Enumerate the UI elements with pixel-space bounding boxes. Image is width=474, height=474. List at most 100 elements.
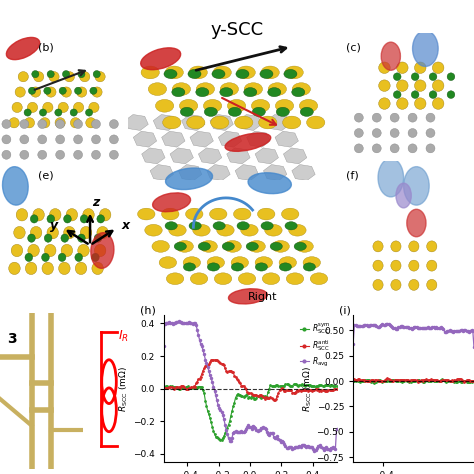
Text: Right: Right bbox=[248, 292, 278, 302]
Circle shape bbox=[47, 71, 54, 78]
Circle shape bbox=[224, 240, 241, 252]
Circle shape bbox=[152, 240, 169, 252]
Circle shape bbox=[261, 66, 279, 79]
Text: (e): (e) bbox=[38, 171, 54, 181]
Circle shape bbox=[63, 71, 70, 78]
Circle shape bbox=[241, 224, 258, 236]
Circle shape bbox=[310, 273, 328, 284]
Ellipse shape bbox=[153, 193, 191, 212]
Circle shape bbox=[183, 263, 196, 271]
Circle shape bbox=[33, 209, 45, 221]
Circle shape bbox=[70, 109, 77, 116]
Circle shape bbox=[203, 100, 222, 112]
Circle shape bbox=[27, 234, 36, 242]
Text: $I_R$: $I_R$ bbox=[118, 329, 129, 344]
Circle shape bbox=[393, 91, 401, 99]
Circle shape bbox=[80, 72, 90, 82]
Circle shape bbox=[165, 222, 177, 230]
Circle shape bbox=[145, 224, 162, 236]
Circle shape bbox=[210, 208, 227, 220]
Circle shape bbox=[427, 260, 437, 271]
Circle shape bbox=[28, 244, 39, 257]
Circle shape bbox=[372, 113, 381, 122]
Circle shape bbox=[283, 116, 301, 129]
Circle shape bbox=[408, 128, 417, 137]
Circle shape bbox=[78, 234, 85, 242]
Circle shape bbox=[207, 257, 225, 268]
Circle shape bbox=[55, 119, 64, 128]
Circle shape bbox=[183, 257, 201, 268]
Ellipse shape bbox=[407, 210, 426, 237]
Y-axis label: $R_{\mathrm{SCC}}$ (m$\Omega$): $R_{\mathrm{SCC}}$ (m$\Omega$) bbox=[301, 365, 314, 412]
Circle shape bbox=[355, 128, 363, 137]
Circle shape bbox=[210, 116, 229, 129]
Circle shape bbox=[372, 144, 381, 153]
Circle shape bbox=[86, 118, 96, 128]
Circle shape bbox=[390, 113, 399, 122]
Circle shape bbox=[78, 244, 89, 257]
Circle shape bbox=[236, 69, 249, 79]
Circle shape bbox=[276, 107, 289, 117]
Circle shape bbox=[91, 150, 100, 159]
Circle shape bbox=[300, 107, 313, 117]
Circle shape bbox=[260, 69, 273, 79]
Circle shape bbox=[174, 242, 186, 250]
Circle shape bbox=[16, 209, 27, 221]
Circle shape bbox=[432, 62, 444, 73]
Circle shape bbox=[426, 144, 435, 153]
Circle shape bbox=[191, 273, 208, 284]
Circle shape bbox=[246, 242, 258, 250]
Circle shape bbox=[391, 241, 401, 252]
Circle shape bbox=[91, 135, 100, 144]
Circle shape bbox=[268, 83, 286, 95]
Circle shape bbox=[11, 244, 23, 257]
Circle shape bbox=[220, 88, 233, 97]
Circle shape bbox=[292, 83, 310, 95]
Text: (b): (b) bbox=[38, 43, 54, 53]
Circle shape bbox=[286, 273, 304, 284]
Circle shape bbox=[25, 253, 33, 262]
Circle shape bbox=[285, 222, 297, 230]
Circle shape bbox=[373, 241, 383, 252]
Circle shape bbox=[427, 279, 437, 291]
Text: z: z bbox=[92, 196, 100, 209]
Circle shape bbox=[414, 98, 426, 109]
Circle shape bbox=[78, 71, 85, 78]
Circle shape bbox=[61, 87, 72, 97]
Circle shape bbox=[164, 69, 177, 79]
Circle shape bbox=[94, 244, 106, 257]
Text: 3: 3 bbox=[7, 332, 16, 346]
Circle shape bbox=[39, 109, 46, 116]
Ellipse shape bbox=[165, 168, 212, 190]
Circle shape bbox=[188, 69, 201, 79]
Circle shape bbox=[70, 118, 81, 128]
Circle shape bbox=[409, 279, 419, 291]
Circle shape bbox=[213, 222, 225, 230]
Circle shape bbox=[447, 73, 455, 81]
Circle shape bbox=[180, 100, 198, 112]
Circle shape bbox=[40, 118, 50, 128]
Circle shape bbox=[97, 215, 105, 223]
Circle shape bbox=[73, 119, 82, 128]
Circle shape bbox=[270, 242, 283, 250]
Circle shape bbox=[244, 88, 257, 97]
Circle shape bbox=[257, 208, 275, 220]
Circle shape bbox=[379, 80, 390, 91]
Circle shape bbox=[12, 102, 22, 112]
Circle shape bbox=[237, 222, 249, 230]
Text: y-SCC: y-SCC bbox=[210, 21, 264, 39]
Text: (f): (f) bbox=[346, 171, 359, 181]
Circle shape bbox=[235, 116, 253, 129]
Circle shape bbox=[231, 257, 248, 268]
Ellipse shape bbox=[228, 289, 267, 304]
Y-axis label: $R_{\mathrm{SCC}}$ (m$\Omega$): $R_{\mathrm{SCC}}$ (m$\Omega$) bbox=[118, 365, 130, 412]
Circle shape bbox=[44, 234, 52, 242]
Circle shape bbox=[64, 215, 71, 223]
Circle shape bbox=[80, 227, 92, 239]
Circle shape bbox=[14, 227, 25, 239]
Circle shape bbox=[91, 253, 99, 262]
Circle shape bbox=[80, 215, 88, 223]
Circle shape bbox=[2, 135, 11, 144]
Circle shape bbox=[92, 87, 102, 97]
Circle shape bbox=[251, 100, 270, 112]
